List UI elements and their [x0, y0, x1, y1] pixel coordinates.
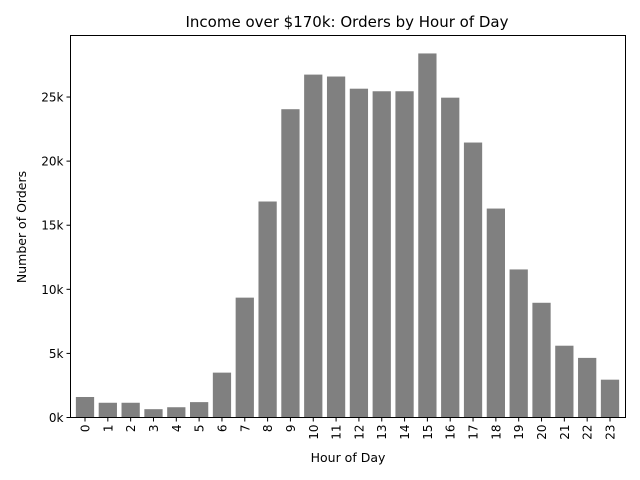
x-tick-label: 6	[215, 425, 229, 433]
bars-layer	[75, 53, 620, 418]
x-tick-label: 3	[147, 425, 161, 433]
x-tick-label: 10	[307, 425, 321, 440]
x-tick-label: 11	[330, 425, 344, 440]
y-tick-label: 5k	[49, 347, 64, 361]
bar-hour-19	[509, 269, 528, 418]
bar-hour-15	[418, 53, 437, 418]
bar-hour-5	[190, 402, 209, 418]
x-tick-label: 13	[375, 425, 389, 440]
bar-hour-1	[98, 402, 117, 418]
x-tick-label: 23	[604, 425, 618, 440]
bar-hour-13	[372, 91, 391, 418]
bar-hour-4	[167, 407, 186, 418]
y-tick-label: 20k	[41, 155, 63, 169]
bar-hour-23	[600, 379, 620, 418]
y-axis: 0k 5k 10k 15k 20k 25k	[41, 91, 71, 425]
bar-hour-8	[258, 201, 277, 418]
bar-hour-9	[281, 109, 300, 418]
bar-hour-16	[441, 97, 460, 418]
x-tick-label: 14	[398, 425, 412, 440]
x-tick-label: 17	[467, 425, 481, 440]
x-tick-label: 5	[193, 425, 207, 433]
x-tick-label: 16	[444, 425, 458, 440]
chart-title: Income over $170k: Orders by Hour of Day	[186, 13, 509, 31]
x-tick-label: 12	[352, 425, 366, 440]
x-tick-label: 2	[124, 425, 138, 433]
x-tick-label: 21	[558, 425, 572, 440]
y-tick-label: 10k	[41, 283, 63, 297]
x-axis: 0 1 2 3 4 5 6 7 8 9 10 11 12 13 14 15 16 17 18 19 20 21 22 23	[79, 417, 618, 440]
x-tick-label: 15	[421, 425, 435, 440]
bar-hour-11	[326, 76, 346, 418]
bar-hour-22	[578, 357, 597, 418]
x-tick-label: 9	[284, 425, 298, 433]
bar-hour-2	[121, 402, 140, 418]
y-tick-label: 0k	[49, 411, 64, 425]
bar-hour-21	[555, 345, 574, 418]
bar-hour-7	[235, 297, 254, 418]
bar-hour-0	[75, 396, 95, 418]
x-axis-label: Hour of Day	[311, 450, 386, 465]
x-tick-label: 1	[101, 425, 115, 433]
x-tick-label: 4	[170, 425, 184, 433]
bar-hour-18	[486, 208, 505, 418]
bar-hour-12	[349, 88, 369, 418]
plot-area-frame	[70, 35, 626, 418]
x-tick-label: 19	[512, 425, 526, 440]
x-tick-label: 20	[535, 425, 549, 440]
bar-hour-3	[144, 409, 163, 418]
y-tick-label: 15k	[41, 219, 63, 233]
bar-hour-6	[212, 372, 232, 418]
y-tick-label: 25k	[41, 91, 63, 105]
bar-hour-10	[304, 74, 323, 418]
x-tick-label: 18	[489, 425, 503, 440]
x-tick-label: 0	[79, 425, 93, 433]
x-tick-label: 7	[238, 425, 252, 433]
y-axis-label: Number of Orders	[14, 171, 29, 283]
bar-hour-20	[532, 302, 551, 418]
bar-hour-17	[463, 142, 483, 418]
x-tick-label: 22	[581, 425, 595, 440]
x-tick-label: 8	[261, 425, 275, 433]
bar-hour-14	[395, 91, 414, 418]
